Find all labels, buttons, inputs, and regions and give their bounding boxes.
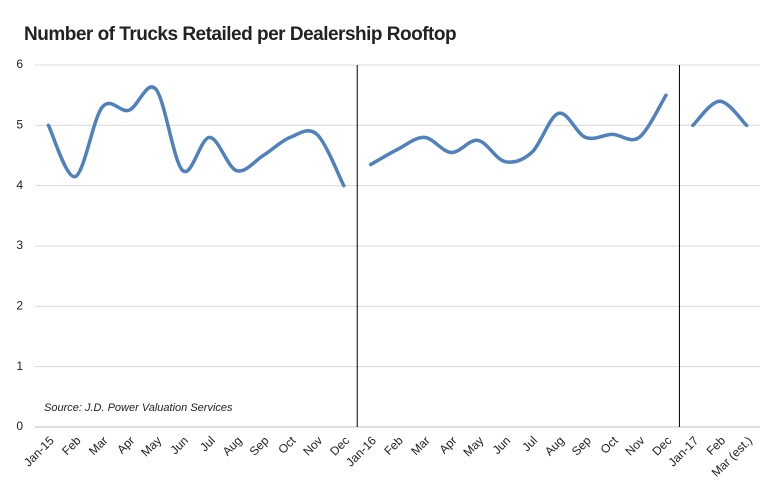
data-line bbox=[368, 93, 668, 167]
x-tick-label: Jan-15 bbox=[21, 433, 57, 469]
x-tick-label: Jan-17 bbox=[665, 433, 701, 469]
x-tick-label: Jul bbox=[519, 433, 540, 454]
x-tick-label: Oct bbox=[275, 433, 299, 457]
x-tick-label: Apr bbox=[114, 433, 137, 456]
x-tick-label: Nov bbox=[300, 433, 325, 458]
x-tick-label: Apr bbox=[436, 433, 459, 456]
y-tick-label: 0 bbox=[16, 419, 23, 433]
y-tick-label: 4 bbox=[16, 178, 23, 192]
chart-title: Number of Trucks Retailed per Dealership… bbox=[24, 24, 456, 45]
x-tick-label: Feb bbox=[59, 433, 84, 458]
x-tick-label: Nov bbox=[623, 433, 648, 458]
x-tick-label: May bbox=[460, 433, 486, 459]
x-tick-label: Jun bbox=[167, 433, 191, 457]
x-tick-label: Feb bbox=[381, 433, 406, 458]
y-tick-label: 6 bbox=[16, 57, 23, 71]
x-tick-label: Mar bbox=[408, 433, 433, 458]
x-tick-label: Jan-16 bbox=[343, 433, 379, 469]
data-line bbox=[691, 99, 749, 128]
x-tick-label: Sep bbox=[247, 433, 272, 458]
x-tick-label: Sep bbox=[569, 433, 594, 458]
x-tick-label: Oct bbox=[598, 433, 622, 457]
data-line bbox=[46, 85, 346, 188]
x-tick-label: Jul bbox=[197, 433, 218, 454]
y-tick-label: 2 bbox=[16, 299, 23, 313]
x-tick-label: Aug bbox=[542, 433, 567, 458]
y-tick-label: 1 bbox=[16, 359, 23, 373]
x-tick-label: Aug bbox=[220, 433, 245, 458]
x-tick-label: May bbox=[138, 433, 164, 459]
x-tick-label: Mar bbox=[86, 433, 111, 458]
x-tick-label: Jun bbox=[490, 433, 514, 457]
y-tick-label: 5 bbox=[16, 118, 23, 132]
y-tick-label: 3 bbox=[16, 238, 23, 252]
source-note: Source: J.D. Power Valuation Services bbox=[44, 402, 233, 414]
